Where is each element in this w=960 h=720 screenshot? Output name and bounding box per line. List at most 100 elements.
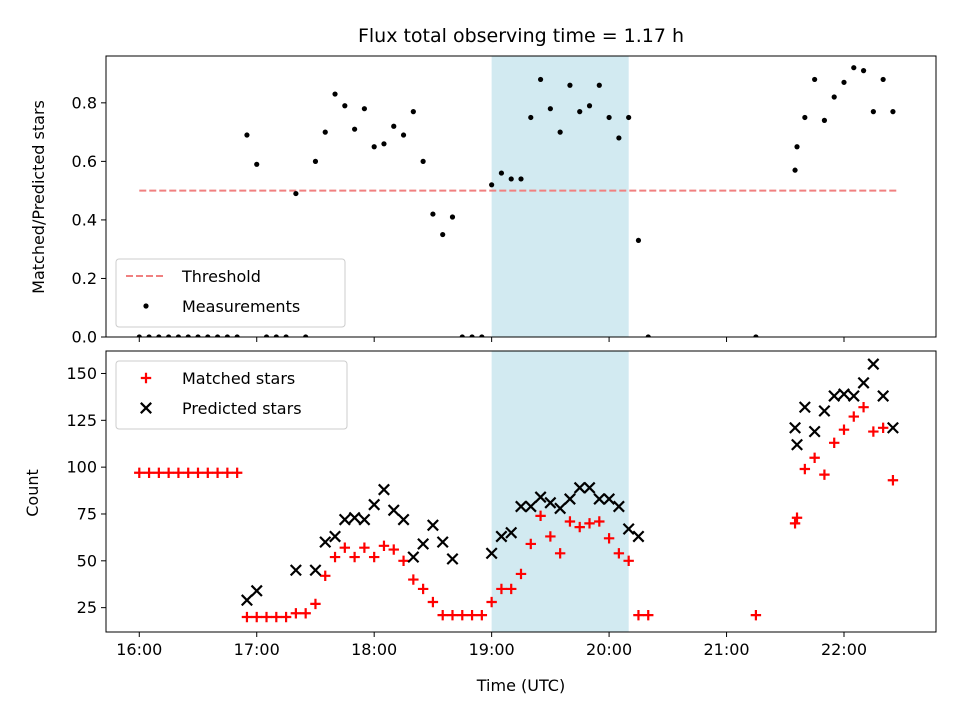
bottom-series-1-point (838, 388, 850, 401)
bottom-series-1-point (426, 519, 439, 532)
bottom-legend: Matched stars Predicted stars (115, 360, 348, 430)
top-series-0-point (794, 144, 800, 150)
bottom-series-0-point (584, 518, 595, 529)
top-series-0-point (352, 126, 358, 132)
top-y-tick-label: 0.2 (72, 269, 97, 288)
top-series-0-point (557, 129, 563, 135)
top-series-0-point (175, 334, 182, 337)
bottom-y-tick-label: 50 (77, 551, 97, 570)
x-tick-label: 17:00 (234, 640, 280, 659)
x-tick-label: 20:00 (586, 640, 632, 659)
bottom-series-1-point (544, 496, 557, 509)
bottom-series-1-point (524, 500, 537, 513)
bottom-series-0-point (877, 422, 889, 434)
bottom-series-0-point (574, 521, 585, 533)
top-series-0-point (489, 182, 495, 188)
bottom-series-0-point (633, 609, 644, 621)
bottom-series-0-point (153, 467, 165, 478)
top-series-0-point (645, 334, 651, 337)
bottom-series-0-point (848, 411, 859, 422)
top-series-0-point (371, 144, 377, 150)
bottom-series-0-point (603, 533, 615, 544)
bottom-series-0-point (202, 467, 213, 478)
top-series-0-point (870, 109, 876, 115)
top-series-0-point (606, 114, 612, 121)
bottom-series-1-point (877, 389, 890, 402)
bottom-series-0-point (476, 609, 488, 621)
top-series-0-point (440, 231, 446, 238)
top-series-0-point (273, 334, 279, 337)
bottom-series-1-point (583, 481, 596, 494)
bottom-series-0-point (789, 518, 801, 529)
top-series-0-point (547, 106, 553, 112)
top-series-0-point (626, 114, 632, 121)
bottom-series-1-point (397, 513, 410, 526)
bottom-series-0-point (378, 540, 390, 552)
bottom-series-1-point (554, 502, 567, 515)
top-series-0-point (234, 334, 240, 337)
bottom-legend-swatch (140, 402, 152, 414)
bottom-series-0-point (261, 611, 272, 623)
top-series-0-point (537, 76, 544, 83)
bottom-series-1-point (348, 511, 361, 524)
bottom-series-0-point (134, 467, 145, 478)
bottom-series-0-point (515, 568, 527, 580)
bottom-series-1-point (593, 493, 606, 505)
bottom-series-0-point (506, 583, 517, 595)
bottom-series-0-point (339, 542, 351, 553)
top-series-0-point (821, 117, 828, 123)
top-y-axis-label: Matched/Predicted stars (29, 100, 48, 294)
bottom-series-0-point (457, 609, 468, 621)
bottom-series-0-point (241, 611, 253, 623)
bottom-series-0-point (525, 538, 536, 550)
bottom-panel: 25 50 75 100 125 150 16:00 17:00 18:00 19:00 20:00… (23, 350, 937, 659)
x-tick-label: 19:00 (469, 640, 515, 659)
bottom-series-1-point (250, 584, 263, 597)
bottom-series-0-point (251, 611, 262, 623)
bottom-series-0-point (408, 574, 419, 585)
bottom-series-1-point (791, 438, 803, 451)
bottom-series-1-point (319, 536, 332, 549)
top-series-0-point (303, 334, 309, 337)
bottom-series-0-point (143, 467, 155, 478)
top-series-0-point (410, 109, 416, 115)
bottom-series-0-point (417, 583, 429, 595)
top-series-0-point (449, 214, 456, 220)
top-series-0-point (851, 65, 857, 71)
bottom-series-0-point (173, 467, 184, 478)
top-series-0-point (400, 132, 407, 138)
bottom-series-0-point (329, 551, 341, 563)
top-series-0-point (283, 334, 289, 337)
bottom-series-1-point (857, 376, 870, 389)
top-series-0-point (586, 103, 593, 109)
top-series-0-point (812, 76, 818, 83)
x-tick-label: 16:00 (116, 640, 162, 659)
top-plot-area (136, 65, 897, 337)
bottom-series-0-point (212, 467, 223, 478)
top-series-0-point (391, 123, 397, 129)
bottom-series-1-point (436, 536, 449, 549)
top-series-0-point (342, 103, 348, 109)
top-series-0-point (802, 114, 808, 121)
top-series-0-point (254, 161, 260, 167)
bottom-series-0-point (554, 548, 566, 559)
bottom-series-0-point (791, 512, 803, 523)
top-y-tick-label: 0.8 (72, 93, 97, 112)
top-series-0-point (244, 132, 250, 138)
top-legend-label: Measurements (182, 297, 300, 316)
bottom-series-0-point (320, 570, 331, 581)
bottom-y-axis-label: Count (23, 469, 42, 517)
top-series-0-point (185, 334, 191, 337)
top-series-0-point (792, 167, 798, 173)
top-series-0-point (577, 109, 583, 115)
top-series-0-point (635, 237, 642, 244)
top-series-0-point (528, 114, 534, 121)
bottom-y-tick-label: 150 (66, 364, 97, 383)
top-series-0-point (860, 68, 867, 74)
top-series-0-point (518, 176, 524, 182)
bottom-legend-label: Matched stars (182, 369, 295, 388)
bottom-series-1-point (798, 401, 811, 414)
top-series-0-point (841, 79, 847, 85)
bottom-series-1-point (407, 551, 420, 564)
